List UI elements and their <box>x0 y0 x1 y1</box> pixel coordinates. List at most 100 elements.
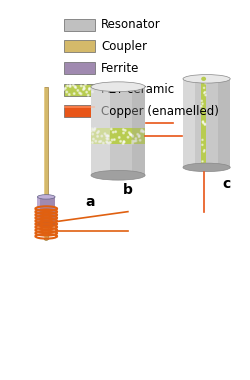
Circle shape <box>135 140 137 142</box>
Circle shape <box>204 92 205 93</box>
Polygon shape <box>218 79 230 167</box>
Circle shape <box>201 106 202 107</box>
Circle shape <box>128 132 130 133</box>
Circle shape <box>137 133 138 135</box>
Circle shape <box>111 139 113 141</box>
Ellipse shape <box>201 77 206 81</box>
Circle shape <box>89 87 90 89</box>
Circle shape <box>82 89 84 90</box>
Circle shape <box>72 84 74 86</box>
Circle shape <box>106 135 107 136</box>
Ellipse shape <box>183 74 230 83</box>
Circle shape <box>88 89 90 90</box>
Text: a: a <box>86 195 95 209</box>
Circle shape <box>131 135 133 136</box>
Text: Coupler: Coupler <box>101 40 147 53</box>
Circle shape <box>123 141 125 142</box>
Circle shape <box>70 86 71 87</box>
Circle shape <box>203 123 204 124</box>
Circle shape <box>204 124 206 125</box>
Circle shape <box>63 89 65 90</box>
Circle shape <box>106 138 108 139</box>
Circle shape <box>202 103 203 104</box>
Circle shape <box>107 142 108 144</box>
Polygon shape <box>91 87 110 175</box>
Circle shape <box>94 128 95 130</box>
Circle shape <box>204 163 206 165</box>
Circle shape <box>108 142 110 144</box>
Circle shape <box>138 135 140 136</box>
Circle shape <box>140 131 142 132</box>
Circle shape <box>88 95 89 96</box>
Circle shape <box>204 109 205 110</box>
Circle shape <box>122 143 124 144</box>
Circle shape <box>104 133 106 135</box>
Circle shape <box>120 141 121 142</box>
Circle shape <box>132 136 134 137</box>
Circle shape <box>205 95 206 96</box>
Circle shape <box>85 84 86 85</box>
Circle shape <box>91 128 93 130</box>
FancyBboxPatch shape <box>64 105 96 117</box>
Ellipse shape <box>38 222 55 226</box>
Circle shape <box>132 142 134 144</box>
Polygon shape <box>201 79 206 167</box>
Circle shape <box>101 135 102 137</box>
Circle shape <box>204 150 205 151</box>
Circle shape <box>67 85 68 87</box>
Circle shape <box>134 141 135 142</box>
Circle shape <box>143 131 144 133</box>
Circle shape <box>130 134 132 136</box>
Circle shape <box>77 90 79 91</box>
Circle shape <box>107 135 109 137</box>
Circle shape <box>93 138 94 140</box>
Circle shape <box>205 83 206 84</box>
Circle shape <box>201 100 202 101</box>
Polygon shape <box>91 128 145 144</box>
Circle shape <box>79 92 80 94</box>
Circle shape <box>142 131 144 132</box>
FancyBboxPatch shape <box>64 19 96 31</box>
Circle shape <box>139 139 141 141</box>
Circle shape <box>107 135 109 137</box>
Circle shape <box>122 129 124 130</box>
Circle shape <box>138 136 140 138</box>
Ellipse shape <box>38 195 55 199</box>
FancyBboxPatch shape <box>64 84 96 95</box>
Circle shape <box>114 139 115 140</box>
Polygon shape <box>38 197 55 225</box>
Circle shape <box>202 161 203 162</box>
Circle shape <box>99 141 100 142</box>
Ellipse shape <box>183 163 230 172</box>
Polygon shape <box>91 87 145 175</box>
Circle shape <box>94 128 96 129</box>
Circle shape <box>66 91 68 93</box>
Circle shape <box>100 141 102 142</box>
Circle shape <box>92 133 94 135</box>
Circle shape <box>98 131 100 132</box>
Circle shape <box>92 91 93 93</box>
Circle shape <box>92 86 94 88</box>
Text: PZT ceramic: PZT ceramic <box>101 83 174 96</box>
Circle shape <box>110 128 112 130</box>
Circle shape <box>97 132 98 134</box>
Ellipse shape <box>91 170 145 180</box>
Circle shape <box>112 131 114 133</box>
FancyBboxPatch shape <box>64 62 96 74</box>
Circle shape <box>80 85 82 87</box>
Circle shape <box>97 136 98 137</box>
Circle shape <box>92 129 94 131</box>
Polygon shape <box>183 79 195 167</box>
Ellipse shape <box>91 82 145 92</box>
Circle shape <box>74 86 76 87</box>
Circle shape <box>141 129 142 131</box>
Circle shape <box>202 122 203 123</box>
Circle shape <box>92 142 93 143</box>
Circle shape <box>75 87 76 89</box>
Circle shape <box>84 88 85 89</box>
Circle shape <box>118 137 120 138</box>
Circle shape <box>74 93 75 94</box>
Circle shape <box>90 130 92 132</box>
Circle shape <box>115 131 116 133</box>
Circle shape <box>202 121 204 122</box>
